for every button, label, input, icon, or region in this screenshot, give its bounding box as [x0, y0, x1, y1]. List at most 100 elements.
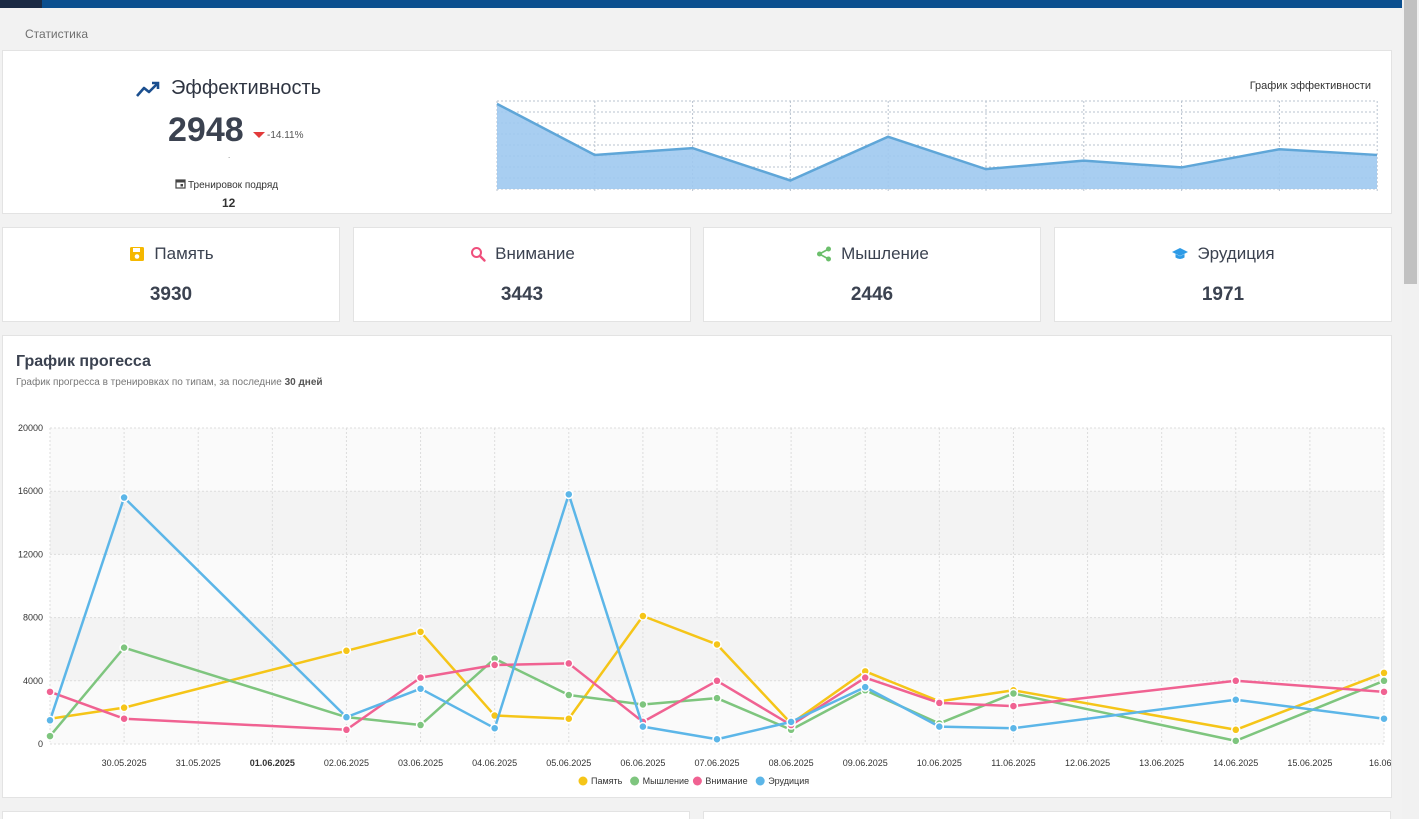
data-point: [1231, 695, 1241, 705]
data-point: [1379, 687, 1389, 697]
legend-marker: [578, 776, 588, 786]
data-point: [415, 683, 426, 694]
data-point: [119, 642, 129, 653]
stat-label-memory: Память: [154, 244, 214, 263]
data-point: [1379, 713, 1389, 724]
data-point: [1008, 701, 1019, 711]
x-tick-label: 10.06.2025: [917, 758, 962, 768]
x-tick-label: 03.06.2025: [398, 758, 443, 768]
efficiency-value: 2948: [168, 111, 244, 149]
data-point: [638, 699, 648, 710]
data-point: [712, 676, 722, 686]
data-point: [1379, 676, 1389, 686]
scrollbar[interactable]: [1402, 0, 1419, 819]
efficiency-card: Эффективность 2948 -14.11% . Тренировок …: [2, 50, 1392, 214]
y-tick-label: 8000: [23, 613, 43, 623]
stat-value-thinking: 2446: [850, 284, 894, 305]
efficiency-area-chart: [496, 100, 1378, 193]
mini-area: [497, 103, 1377, 189]
y-tick-label: 0: [38, 739, 43, 749]
stat-value-attention: 3443: [500, 284, 544, 305]
data-point: [341, 646, 352, 656]
data-point: [638, 721, 648, 732]
data-point: [1231, 676, 1241, 686]
stat-head-thinking: Мышление: [704, 244, 1040, 264]
x-tick-label: 05.06.2025: [546, 758, 591, 768]
x-tick-label: 08.06.2025: [769, 758, 814, 768]
stat-card-thinking: Мышление 2446: [703, 227, 1041, 322]
bottom-card-right: [703, 811, 1391, 819]
progress-card: График прогесса График прогресса в трени…: [2, 335, 1392, 798]
arrow-down-icon: [253, 132, 265, 138]
efficiency-chart-title: График эффективности: [1249, 80, 1371, 92]
x-tick-label: 31.05.2025: [176, 758, 221, 768]
data-point: [1231, 736, 1241, 746]
stat-head-attention: Внимание: [354, 244, 690, 264]
top-bar-accent: [0, 0, 42, 8]
efficiency-title: Эффективность: [171, 77, 322, 99]
x-tick-label: 04.06.2025: [472, 758, 517, 768]
legend-marker: [755, 776, 765, 786]
data-point: [712, 734, 722, 745]
data-point: [45, 687, 55, 697]
x-tick-label: 07.06.2025: [694, 758, 739, 768]
stat-card-erudition: Эрудиция 1971: [1054, 227, 1392, 322]
stat-card-memory: Память 3930: [2, 227, 340, 322]
floppy-disk-icon: [130, 247, 145, 261]
x-tick-label: 15.06.2025: [1287, 758, 1332, 768]
data-point: [712, 639, 722, 650]
data-point: [45, 715, 55, 726]
progress-subtitle-period: 30 дней: [284, 377, 323, 388]
streak-label-text: Тренировок подряд: [188, 180, 279, 191]
breadcrumb[interactable]: Статистика: [25, 27, 89, 41]
x-tick-label: 02.06.2025: [324, 758, 369, 768]
progress-line-chart: 0 4000 8000 12000 16000 20000 30.05.2025 31.05.…: [18, 423, 1391, 786]
x-tick-label: 13.06.2025: [1139, 758, 1184, 768]
legend-label: Эрудиция: [768, 776, 809, 786]
streak-value: 12: [222, 196, 236, 210]
data-point: [934, 698, 945, 708]
stat-label-thinking: Мышление: [841, 244, 929, 263]
scrollbar-thumb[interactable]: [1404, 0, 1417, 284]
x-tick-label: 16.06.2: [1369, 758, 1391, 768]
data-point: [415, 720, 426, 730]
stat-value-memory: 3930: [149, 284, 193, 305]
y-tick-label: 12000: [18, 549, 43, 559]
efficiency-delta-value: -14.11%: [267, 130, 304, 141]
data-point: [119, 492, 129, 503]
series-line: [49, 614, 1385, 732]
data-point: [341, 725, 352, 735]
data-point: [1231, 725, 1241, 735]
y-tick-label: 4000: [23, 676, 43, 686]
data-point: [860, 672, 870, 683]
data-point: [119, 713, 129, 724]
x-tick-label: 06.06.2025: [620, 758, 665, 768]
legend-label: Память: [591, 776, 623, 786]
y-tick-label: 20000: [18, 423, 43, 433]
legend-marker: [692, 776, 702, 786]
stat-label-erudition: Эрудиция: [1197, 244, 1275, 263]
y-tick-label: 16000: [18, 486, 43, 496]
legend-label: Внимание: [705, 776, 747, 786]
data-point: [638, 611, 648, 621]
share-icon: [817, 246, 832, 262]
x-tick-label: 11.06.2025: [991, 758, 1035, 768]
mini-line: [496, 102, 1378, 182]
data-point: [341, 712, 352, 722]
stat-head-erudition: Эрудиция: [1055, 244, 1391, 264]
calendar-icon: [175, 179, 186, 189]
data-point: [45, 731, 55, 741]
data-point: [415, 672, 426, 683]
stat-card-attention: Внимание 3443: [353, 227, 691, 322]
stat-head-memory: Память: [3, 244, 339, 264]
x-tick-label: 12.06.2025: [1065, 758, 1110, 768]
data-point: [119, 702, 129, 713]
x-tick-label: 30.05.2025: [102, 758, 147, 768]
stat-value-erudition: 1971: [1201, 284, 1245, 305]
data-point: [1008, 723, 1019, 733]
bottom-card-left: [2, 811, 690, 819]
data-point: [564, 690, 574, 700]
series-line: [49, 662, 1385, 732]
trending-up-icon: [136, 81, 160, 97]
data-point: [1008, 688, 1019, 699]
